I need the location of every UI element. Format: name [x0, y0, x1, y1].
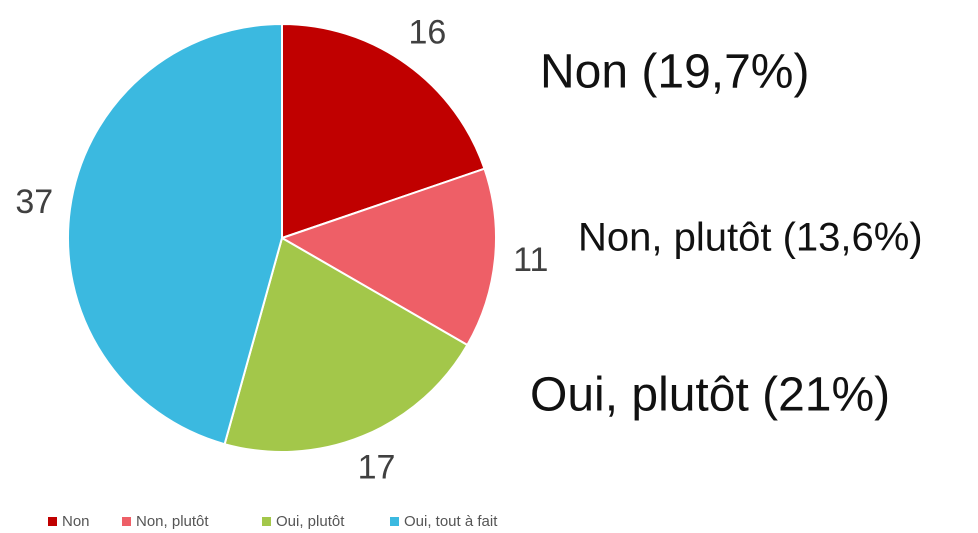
data-label: 17 [358, 448, 396, 486]
data-label: 11 [513, 241, 548, 279]
legend-label: Non, plutôt [136, 513, 209, 530]
legend-swatch [122, 517, 131, 526]
data-label: 16 [408, 14, 446, 52]
data-label: 37 [15, 183, 53, 221]
legend-swatch [262, 517, 271, 526]
legend-label: Oui, plutôt [276, 513, 345, 530]
legend-label: Oui, tout à fait [404, 513, 498, 530]
legend-label: Non [62, 513, 90, 530]
pie-slice [67, 22, 283, 446]
pie-slice [279, 167, 497, 347]
annotation: Oui, plutôt (21%) [530, 369, 890, 422]
pie-slice [281, 22, 486, 240]
legend-swatch [390, 517, 399, 526]
legend-swatch [48, 517, 57, 526]
pie-slice [223, 236, 469, 453]
annotation: Non, plutôt (13,6%) [578, 216, 923, 260]
annotation: Non (19,7%) [540, 46, 809, 99]
